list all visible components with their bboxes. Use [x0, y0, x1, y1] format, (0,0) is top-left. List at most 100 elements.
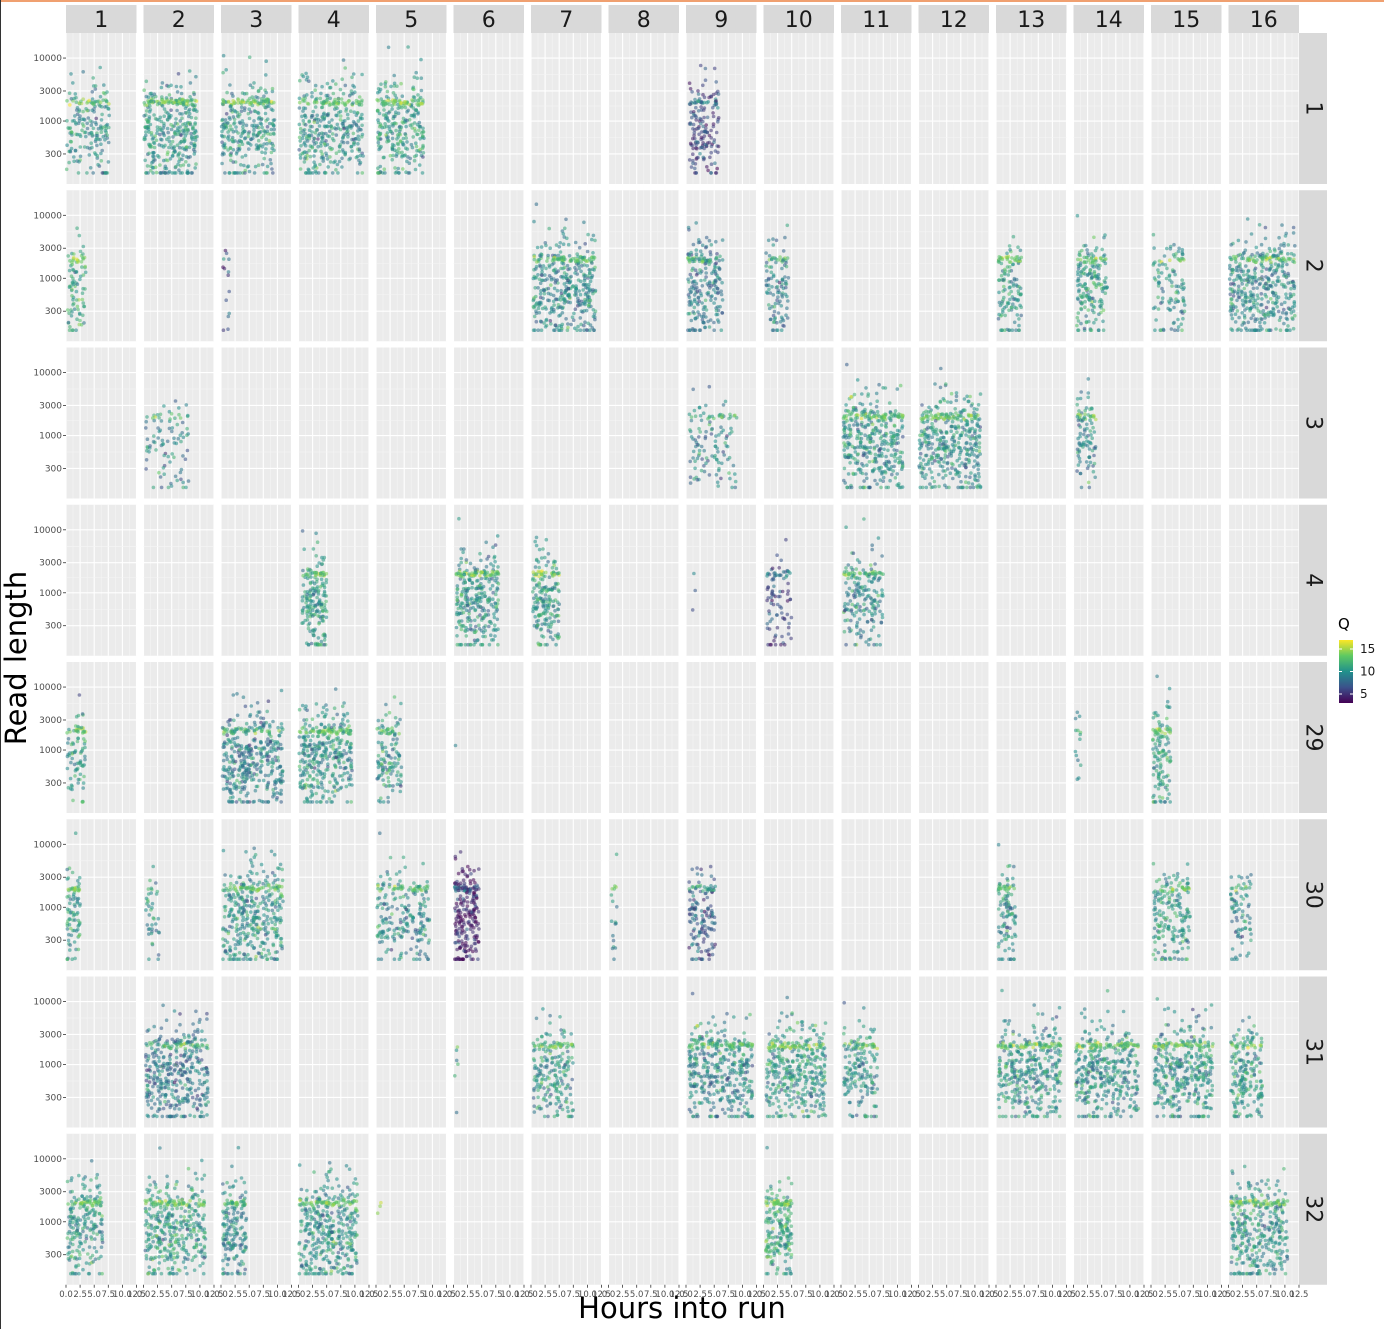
- data-point: [264, 90, 269, 95]
- data-point: [169, 127, 174, 132]
- data-point: [555, 278, 559, 282]
- data-point: [239, 134, 243, 138]
- data-point: [220, 129, 224, 134]
- data-point: [400, 150, 404, 155]
- data-point: [252, 81, 256, 85]
- x-tick-label: 0.0: [369, 1290, 383, 1300]
- data-point: [191, 107, 196, 112]
- data-point: [184, 145, 189, 149]
- x-tick-label: 2.5: [383, 1290, 397, 1300]
- data-point: [357, 137, 361, 142]
- data-point: [104, 126, 108, 131]
- data-point: [193, 98, 197, 103]
- data-point: [416, 110, 420, 115]
- data-point: [572, 311, 576, 316]
- data-point: [265, 129, 270, 133]
- data-point: [252, 171, 257, 175]
- data-point: [65, 99, 69, 103]
- data-point: [260, 135, 264, 140]
- y-tick-label: 10000: [33, 840, 62, 850]
- data-point: [390, 157, 395, 162]
- x-tick-label: 7.5: [489, 1290, 503, 1300]
- data-point: [419, 131, 424, 135]
- data-point: [346, 135, 350, 139]
- panel-4-13: [995, 504, 1068, 656]
- data-point: [331, 91, 336, 96]
- data-point: [359, 100, 364, 104]
- y-tick-label: 3000: [39, 716, 62, 726]
- data-point: [88, 166, 93, 170]
- data-point: [351, 91, 355, 96]
- data-point: [404, 170, 408, 174]
- data-point: [247, 147, 251, 151]
- data-point: [316, 137, 320, 141]
- data-point: [702, 100, 706, 105]
- x-tick-label: 12.5: [127, 1290, 146, 1300]
- data-point: [145, 164, 150, 168]
- data-point: [312, 120, 317, 124]
- data-point: [360, 171, 365, 175]
- data-point: [100, 112, 104, 117]
- column-strip-label: 16: [1250, 8, 1278, 33]
- row-strip-label: 2: [1301, 259, 1326, 273]
- data-point: [312, 100, 317, 105]
- data-point: [144, 133, 148, 138]
- y-tick-label: 10000: [33, 1155, 62, 1165]
- data-point: [297, 148, 302, 152]
- data-point: [80, 128, 84, 133]
- y-tick-label: 10000: [33, 369, 62, 379]
- data-point: [272, 100, 276, 105]
- data-point: [99, 151, 103, 156]
- data-point: [582, 220, 586, 225]
- panel-3-16: [1227, 347, 1300, 499]
- data-point: [272, 148, 276, 152]
- data-point: [227, 257, 231, 262]
- row-strip-label: 1: [1301, 102, 1326, 116]
- data-point: [236, 114, 241, 119]
- x-tick-label: 2.5: [693, 1290, 707, 1300]
- data-point: [176, 153, 180, 158]
- data-point: [390, 136, 395, 141]
- data-point: [419, 76, 424, 80]
- data-point: [264, 73, 268, 77]
- data-point: [75, 226, 79, 230]
- row-strip: [1299, 347, 1327, 499]
- data-point: [82, 321, 86, 325]
- data-point: [358, 117, 363, 121]
- x-tick-label: 2.5: [1236, 1290, 1250, 1300]
- x-tick-label: 10.0: [268, 1290, 287, 1300]
- data-point: [341, 91, 346, 96]
- data-point: [387, 124, 392, 129]
- data-point: [233, 171, 237, 175]
- data-point: [360, 134, 364, 139]
- data-point: [260, 125, 265, 130]
- data-point: [272, 118, 277, 122]
- data-point: [711, 114, 716, 119]
- y-tick-label: 10000: [33, 54, 62, 64]
- data-point: [376, 166, 380, 170]
- data-point: [689, 165, 694, 169]
- panel-29-13: [995, 662, 1068, 813]
- data-point: [317, 124, 322, 128]
- series-points-1-3: [219, 53, 277, 175]
- data-point: [304, 71, 308, 76]
- data-point: [252, 123, 257, 127]
- data-point: [413, 129, 418, 133]
- data-point: [83, 130, 88, 135]
- x-tick-label: 0.0: [214, 1290, 228, 1300]
- data-point: [163, 143, 167, 148]
- data-point: [93, 120, 98, 125]
- data-point: [95, 133, 100, 138]
- data-point: [588, 279, 593, 284]
- data-point: [340, 156, 344, 161]
- data-point: [300, 136, 305, 141]
- data-point: [337, 159, 342, 164]
- data-point: [355, 171, 360, 175]
- data-point: [412, 121, 417, 125]
- data-point: [347, 157, 351, 162]
- data-point: [177, 151, 182, 155]
- panel-32-15: [1150, 1133, 1223, 1285]
- column-strip: [1073, 5, 1144, 33]
- x-tick-label: 12.5: [360, 1290, 379, 1300]
- panel-4-5: [375, 504, 448, 656]
